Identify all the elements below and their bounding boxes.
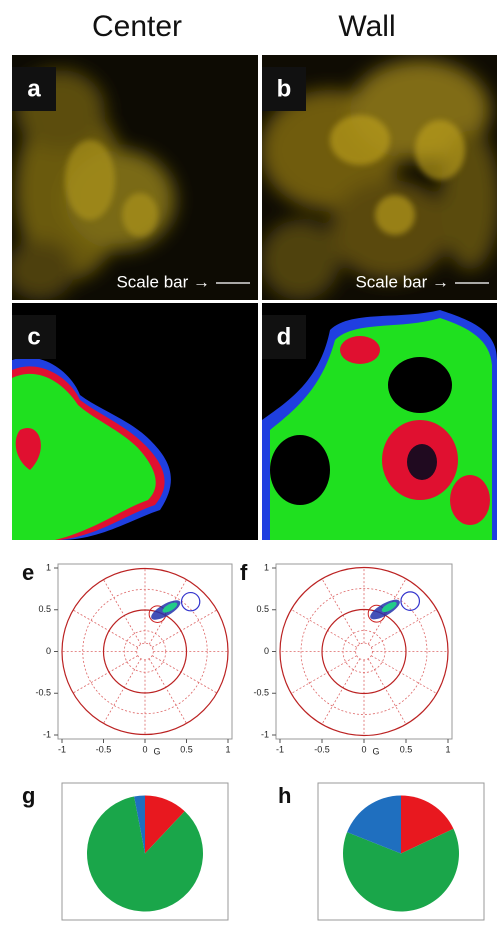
x-tick-label: 0.5 xyxy=(180,744,193,754)
panel-label: f xyxy=(240,560,248,585)
x-tick-label: -0.5 xyxy=(96,744,112,754)
x-axis-label: G xyxy=(153,746,160,756)
x-tick-label: 1 xyxy=(445,744,450,754)
panel-label: h xyxy=(278,783,291,808)
y-tick-label: -1 xyxy=(261,729,269,739)
x-tick-label: 1 xyxy=(225,744,230,754)
column-header: Wall xyxy=(338,10,395,43)
y-tick-label: 0 xyxy=(46,646,51,656)
x-tick-label: 0 xyxy=(142,744,147,754)
panel-label: c xyxy=(27,323,40,350)
x-axis-label: G xyxy=(372,746,379,756)
y-tick-label: 0 xyxy=(264,646,269,656)
panel-label: b xyxy=(277,75,292,102)
x-tick-label: -1 xyxy=(276,744,284,754)
y-tick-label: -0.5 xyxy=(35,688,51,698)
x-tick-label: 0 xyxy=(361,744,366,754)
y-tick-label: 0.5 xyxy=(256,604,269,614)
y-tick-label: -1 xyxy=(43,729,51,739)
y-tick-label: 1 xyxy=(264,562,269,572)
y-tick-label: 0.5 xyxy=(38,604,51,614)
panel-label: d xyxy=(277,323,292,350)
y-tick-label: -0.5 xyxy=(253,688,269,698)
scale-bar-label: Scale bar → xyxy=(116,272,210,291)
x-tick-label: -0.5 xyxy=(314,744,330,754)
panel-label: a xyxy=(27,75,41,102)
x-tick-label: -1 xyxy=(58,744,66,754)
column-header: Center xyxy=(92,10,182,43)
figure: Center Wall xyxy=(0,0,497,927)
y-tick-label: 1 xyxy=(46,562,51,572)
scale-bar-label: Scale bar → xyxy=(355,272,449,291)
x-tick-label: 0.5 xyxy=(400,744,413,754)
panel-label: g xyxy=(22,783,35,808)
panel-label: e xyxy=(22,560,34,585)
